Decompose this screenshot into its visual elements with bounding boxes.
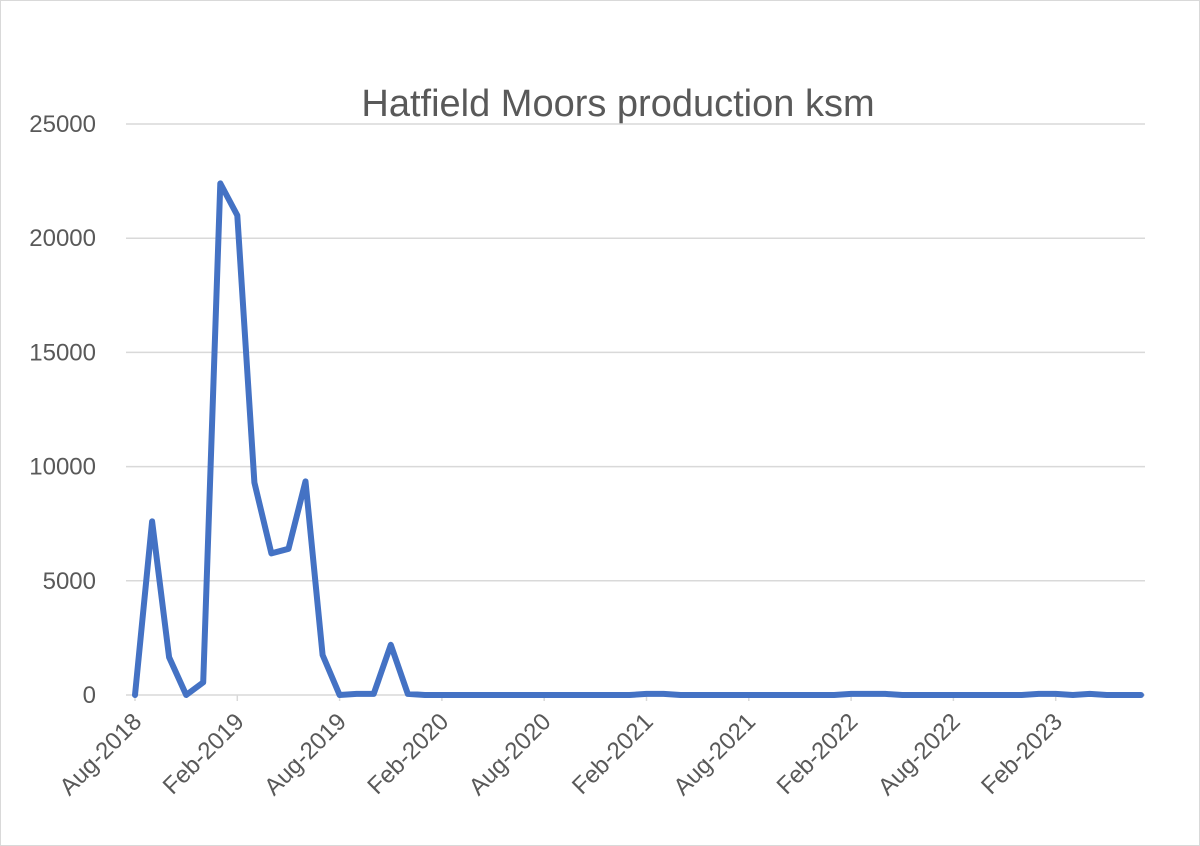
x-tick-label: Feb-2020 xyxy=(362,708,454,800)
gridlines xyxy=(126,123,1145,582)
x-tick-label: Feb-2022 xyxy=(772,708,864,800)
x-tick-label: Aug-2019 xyxy=(259,708,352,801)
x-tick-label: Feb-2019 xyxy=(158,708,250,800)
x-axis-tick-labels: Aug-2018 Feb-2019 Aug-2019 Feb-2020 Aug-2020… xyxy=(55,695,1068,801)
x-tick-label: Feb-2021 xyxy=(567,708,659,800)
x-tick-label: Aug-2021 xyxy=(668,708,761,801)
y-axis-tick-labels: 0 5000 10000 15000 20000 25000 xyxy=(29,111,96,709)
y-tick-label: 5000 xyxy=(43,568,96,595)
y-tick-label: 15000 xyxy=(29,339,96,366)
y-tick-label: 20000 xyxy=(29,225,96,252)
y-tick-label: 10000 xyxy=(29,454,96,481)
x-tick-label: Aug-2020 xyxy=(464,708,557,801)
series-line xyxy=(132,180,1144,698)
y-tick-label: 25000 xyxy=(29,111,96,138)
x-tick-label: Aug-2018 xyxy=(55,708,148,801)
x-tick-label: Aug-2022 xyxy=(873,708,966,801)
x-tick-label: Feb-2023 xyxy=(976,708,1068,800)
chart-title: Hatfield Moors production ksm xyxy=(361,83,874,125)
y-tick-label: 0 xyxy=(83,682,96,709)
